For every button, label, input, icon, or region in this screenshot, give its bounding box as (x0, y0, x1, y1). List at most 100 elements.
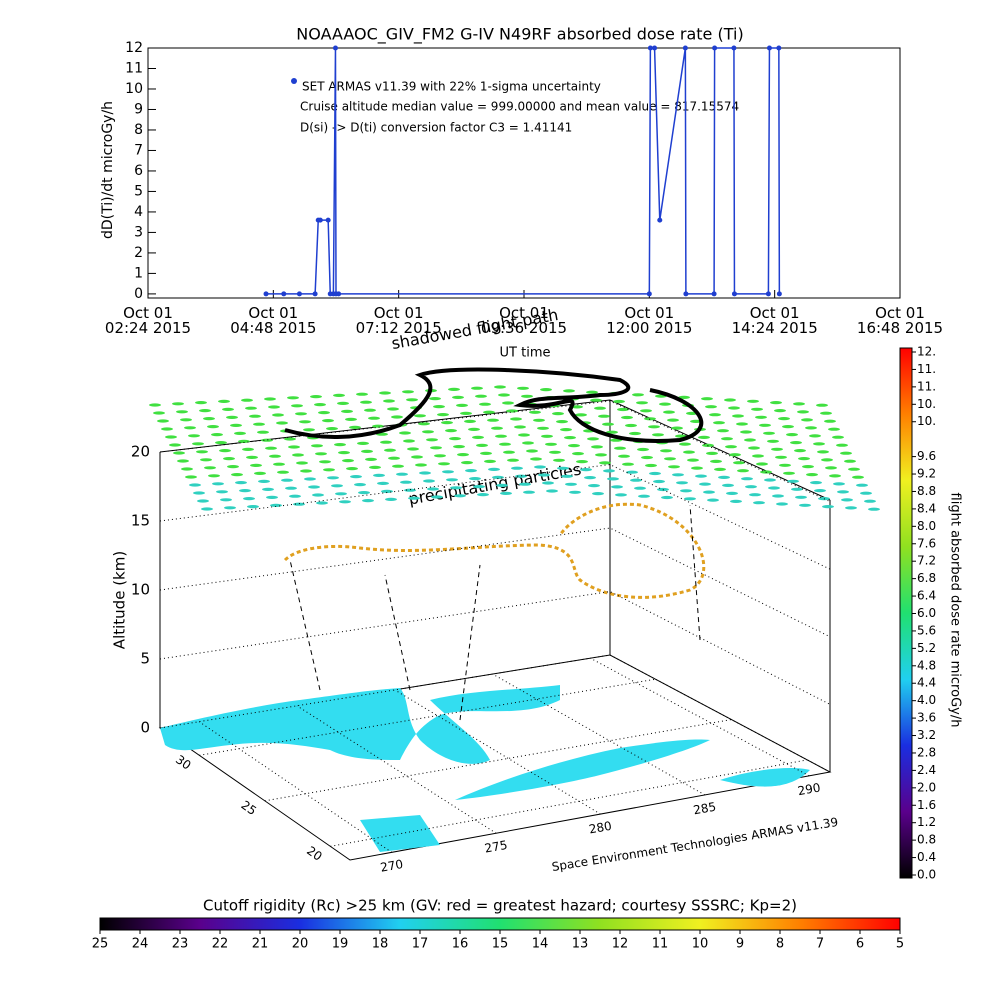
data-point (646, 291, 652, 297)
particle (266, 495, 278, 499)
grid-line (159, 527, 831, 638)
particle (832, 435, 844, 439)
particle (569, 490, 581, 494)
particle (369, 465, 381, 469)
colorbar-tick-label: 11. (917, 362, 936, 376)
colorbar-tick-label: 2.0 (917, 780, 936, 794)
colorbar-tick-label: 16 (452, 937, 469, 952)
colorbar-tick-label: 8 (776, 937, 784, 952)
particle (304, 477, 316, 481)
particle (289, 494, 301, 498)
grid-line (330, 759, 808, 847)
particle (457, 453, 469, 457)
particle (517, 386, 529, 390)
data-point (336, 291, 342, 297)
particle (771, 447, 783, 451)
particle (188, 434, 200, 438)
colorbar-tick-label: 10. (917, 397, 936, 411)
particle (752, 454, 764, 458)
particle (242, 447, 254, 451)
particle (621, 415, 633, 420)
particle (498, 393, 510, 397)
particle (291, 404, 303, 408)
particle (438, 462, 450, 466)
particle (284, 437, 296, 441)
particle (541, 434, 553, 438)
particle (848, 467, 860, 471)
particle (268, 405, 280, 409)
particle (571, 405, 583, 409)
particle (453, 445, 465, 449)
particle (299, 420, 311, 424)
axis-edge (159, 399, 611, 453)
particle (193, 491, 205, 495)
colorbar-tick-label: 0.8 (917, 833, 936, 847)
particle (799, 503, 811, 507)
axis-edge (609, 399, 831, 501)
particle (196, 450, 208, 454)
annotation: D(si) -> D(ti) conversion factor C3 = 1.… (300, 121, 572, 135)
particle (844, 459, 856, 463)
colorbar-tick-label: 7.2 (917, 554, 936, 568)
particle (795, 495, 807, 499)
particle (484, 459, 496, 463)
particle (626, 470, 638, 474)
particle (698, 435, 710, 439)
particle (744, 438, 756, 442)
particle (748, 446, 760, 450)
colorbar-tick-label: 10. (917, 414, 936, 428)
particle (222, 407, 234, 411)
annotation: Cruise altitude median value = 999.00000… (300, 100, 739, 114)
particle (471, 386, 483, 390)
particle (595, 453, 607, 457)
particle (602, 422, 614, 426)
particle (725, 445, 737, 449)
particle (431, 495, 443, 499)
z-tick-label: 10 (131, 581, 150, 599)
particle (265, 446, 277, 450)
particle (392, 464, 404, 468)
colorbar-tick-label: 24 (132, 937, 149, 952)
particle (350, 475, 362, 479)
particle (224, 506, 236, 510)
particle (434, 454, 446, 458)
particle (618, 454, 630, 458)
data-point (765, 291, 771, 297)
colorbar-tick-label: 0.0 (917, 868, 936, 882)
particle (411, 455, 423, 459)
particle (346, 467, 358, 471)
particle (380, 440, 392, 444)
particle (695, 474, 707, 478)
particle (772, 494, 784, 498)
particle (615, 493, 627, 497)
particle (153, 411, 165, 415)
particle (172, 402, 184, 406)
particle (775, 455, 787, 459)
particle (537, 426, 549, 430)
colorbar-tick-label: 9.2 (917, 467, 936, 481)
particle (809, 434, 821, 438)
particle (648, 425, 660, 429)
colorbar-tick-label: 19 (332, 937, 349, 952)
particle (519, 482, 531, 486)
particle (816, 403, 828, 407)
particle (475, 394, 487, 398)
colorbar-tick-label: 15 (492, 937, 509, 952)
particle (637, 447, 649, 452)
particle (476, 443, 488, 447)
particle (310, 395, 322, 399)
particle (586, 390, 598, 394)
particle (749, 493, 761, 497)
x-axis-label: UT time (500, 346, 551, 361)
particle (423, 479, 435, 483)
particle (868, 507, 880, 511)
particle (379, 391, 391, 395)
particle (200, 458, 212, 462)
particle (331, 484, 343, 488)
particle (625, 423, 637, 428)
island (720, 768, 810, 787)
colorbar-tick-label: 3.6 (917, 711, 936, 725)
particle (534, 465, 546, 469)
particle (701, 397, 713, 401)
particle (545, 442, 557, 446)
